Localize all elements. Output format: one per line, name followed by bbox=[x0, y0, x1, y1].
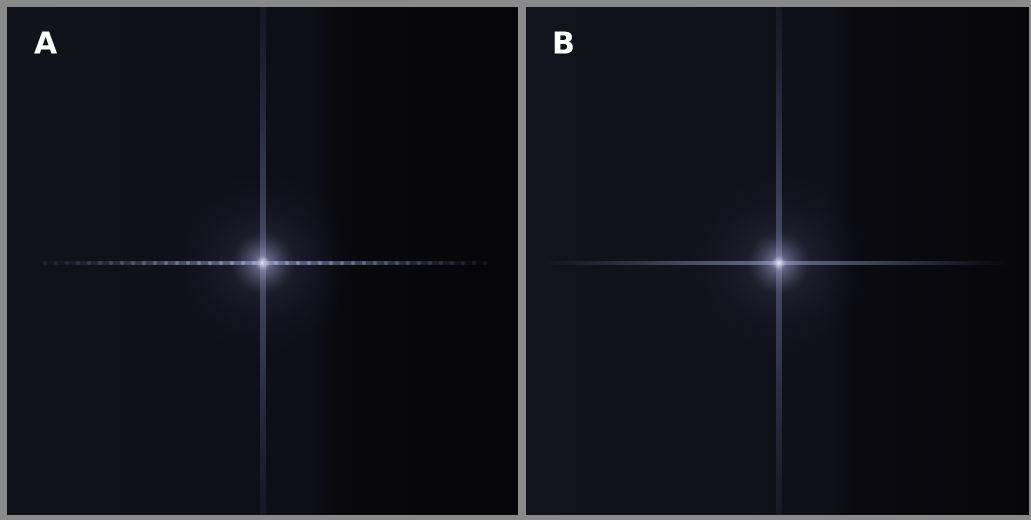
spectral-dot bbox=[175, 261, 179, 265]
spectral-dot bbox=[450, 261, 454, 265]
dot-row bbox=[43, 261, 487, 265]
spectral-dot bbox=[208, 261, 212, 265]
spectral-dot bbox=[54, 261, 58, 265]
spectral-dot bbox=[153, 261, 157, 265]
spectral-dot bbox=[131, 261, 135, 265]
spectral-dot bbox=[461, 261, 465, 265]
spectral-dot bbox=[219, 261, 223, 265]
spectral-dot bbox=[362, 261, 366, 265]
spectral-dot bbox=[428, 261, 432, 265]
spectral-dot bbox=[318, 261, 322, 265]
spectral-dot bbox=[329, 261, 333, 265]
spectral-dot bbox=[384, 261, 388, 265]
spectral-dot bbox=[274, 261, 278, 265]
spectral-dot bbox=[43, 261, 47, 265]
figure: A B bbox=[0, 0, 1031, 520]
spectral-dot bbox=[241, 261, 245, 265]
panel-a: A bbox=[7, 7, 518, 515]
spectral-dot bbox=[406, 261, 410, 265]
spectral-dot bbox=[439, 261, 443, 265]
spectral-dot bbox=[340, 261, 344, 265]
spectral-dot bbox=[197, 261, 201, 265]
spectral-dot bbox=[483, 261, 487, 265]
spectral-dot bbox=[417, 261, 421, 265]
spectral-dot bbox=[395, 261, 399, 265]
spectral-dot bbox=[263, 261, 267, 265]
panel-label: B bbox=[552, 27, 575, 62]
spectral-dot bbox=[120, 261, 124, 265]
spectral-dot bbox=[252, 261, 256, 265]
spectral-dot bbox=[164, 261, 168, 265]
spectral-dot bbox=[307, 261, 311, 265]
spectral-dot bbox=[87, 261, 91, 265]
spectral-dot bbox=[472, 261, 476, 265]
spectral-dot bbox=[285, 261, 289, 265]
spectral-dot bbox=[109, 261, 113, 265]
spectral-dot bbox=[230, 261, 234, 265]
spectral-dot bbox=[373, 261, 377, 265]
center-glow bbox=[689, 173, 869, 353]
spectral-dot bbox=[142, 261, 146, 265]
spectral-dot bbox=[186, 261, 190, 265]
panel-b: B bbox=[526, 7, 1029, 515]
spectral-dot bbox=[296, 261, 300, 265]
panel-label: A bbox=[34, 27, 58, 62]
spectral-dot bbox=[351, 261, 355, 265]
spectral-dot bbox=[98, 261, 102, 265]
spectral-dot bbox=[76, 261, 80, 265]
spectral-dot bbox=[65, 261, 69, 265]
